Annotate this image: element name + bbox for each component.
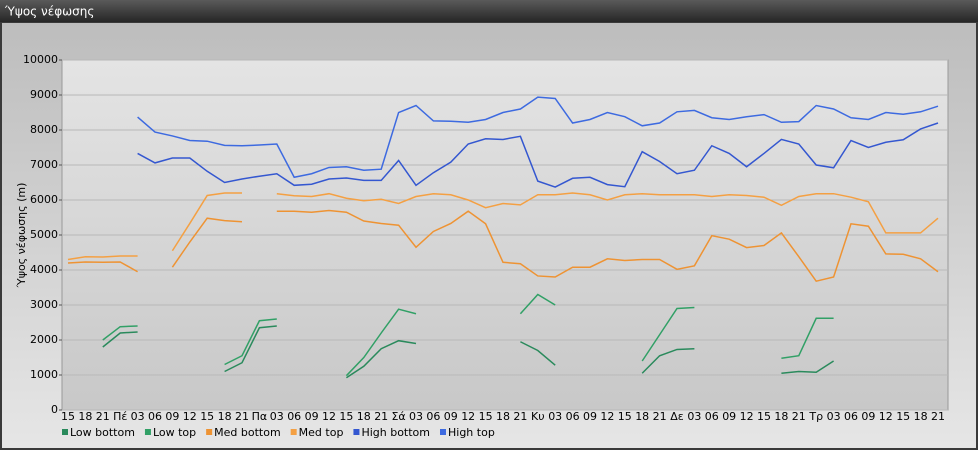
x-tick-label: Κυ (531, 410, 545, 423)
x-tick-label: 18 (218, 410, 232, 423)
x-tick-label: 03 (548, 410, 562, 423)
x-tick-label: 21 (96, 410, 110, 423)
x-tick-label: 18 (914, 410, 928, 423)
x-tick-label: 21 (931, 410, 945, 423)
x-tick-label: 06 (426, 410, 440, 423)
x-tick-label: 03 (409, 410, 423, 423)
x-tick-label: 15 (618, 410, 632, 423)
x-tick-label: 09 (444, 410, 458, 423)
y-tick-label: 2000 (30, 333, 58, 346)
x-tick-label: 03 (827, 410, 841, 423)
x-tick-label: 15 (479, 410, 493, 423)
x-tick-label: 15 (896, 410, 910, 423)
title-bar (0, 0, 978, 22)
legend-label: High bottom (361, 426, 430, 439)
x-tick-label: Τρ (808, 410, 823, 423)
x-tick-label: Σά (391, 410, 405, 423)
x-tick-label: 12 (183, 410, 197, 423)
x-tick-label: 15 (339, 410, 353, 423)
x-tick-label: 09 (305, 410, 319, 423)
legend-swatch (62, 429, 68, 435)
x-tick-label: 12 (740, 410, 754, 423)
x-tick-label: 15 (61, 410, 75, 423)
series-line (102, 325, 835, 379)
x-tick-label: 06 (148, 410, 162, 423)
y-tick-label: 1000 (30, 368, 58, 381)
legend-label: Med bottom (214, 426, 281, 439)
x-tick-label: 21 (374, 410, 388, 423)
x-tick-label: 06 (844, 410, 858, 423)
y-tick-label: 7000 (30, 158, 58, 171)
series-line (67, 192, 939, 261)
y-tick-label: 3000 (30, 298, 58, 311)
y-axis-label: Ύψος νέφωσης (m) (15, 183, 28, 289)
x-tick-label: 18 (496, 410, 510, 423)
y-tick-label: 5000 (30, 228, 58, 241)
legend-swatch (290, 429, 297, 435)
x-tick-label: 15 (757, 410, 771, 423)
y-tick-label: 8000 (30, 123, 58, 136)
legend-label: Low bottom (70, 426, 135, 439)
x-tick-label: 06 (566, 410, 580, 423)
x-tick-label: 03 (131, 410, 145, 423)
x-tick-label: 03 (687, 410, 701, 423)
legend-swatch (440, 429, 446, 435)
x-tick-label: 21 (235, 410, 249, 423)
x-tick-label: 21 (513, 410, 527, 423)
legend-swatch (206, 429, 213, 435)
y-tick-label: 0 (51, 403, 58, 416)
x-tick-label: 09 (861, 410, 875, 423)
y-tick-label: 10000 (23, 53, 58, 66)
x-tick-label: 06 (287, 410, 301, 423)
y-tick-label: 9000 (30, 88, 58, 101)
x-tick-label: 12 (600, 410, 614, 423)
x-tick-label: 21 (653, 410, 667, 423)
x-tick-label: Πα (252, 410, 268, 423)
legend-label: Low top (153, 426, 196, 439)
x-tick-label: Δε (670, 410, 684, 423)
x-tick-label: 09 (583, 410, 597, 423)
x-tick-label: 15 (200, 410, 214, 423)
x-tick-label: 12 (879, 410, 893, 423)
x-tick-label: 06 (705, 410, 719, 423)
y-tick-label: 4000 (30, 263, 58, 276)
legend-label: High top (448, 426, 495, 439)
x-tick-label: 03 (270, 410, 284, 423)
legend-swatch (353, 429, 360, 435)
x-tick-label: 18 (635, 410, 649, 423)
legend-label: Med top (299, 426, 344, 439)
x-tick-label: 18 (357, 410, 371, 423)
series-line (137, 96, 939, 179)
series-line (67, 209, 939, 283)
series-line (137, 122, 939, 188)
x-tick-label: 18 (774, 410, 788, 423)
legend-swatch (144, 429, 151, 435)
x-tick-label: 18 (78, 410, 92, 423)
x-tick-label: 12 (461, 410, 475, 423)
window-title: Ύψος νέφωσης (4, 5, 94, 19)
y-tick-label: 6000 (30, 193, 58, 206)
x-tick-label: Πέ (113, 410, 127, 423)
series-line (102, 293, 834, 377)
x-tick-label: 12 (322, 410, 336, 423)
x-tick-label: 21 (792, 410, 806, 423)
x-tick-label: 09 (165, 410, 179, 423)
x-tick-label: 09 (722, 410, 736, 423)
